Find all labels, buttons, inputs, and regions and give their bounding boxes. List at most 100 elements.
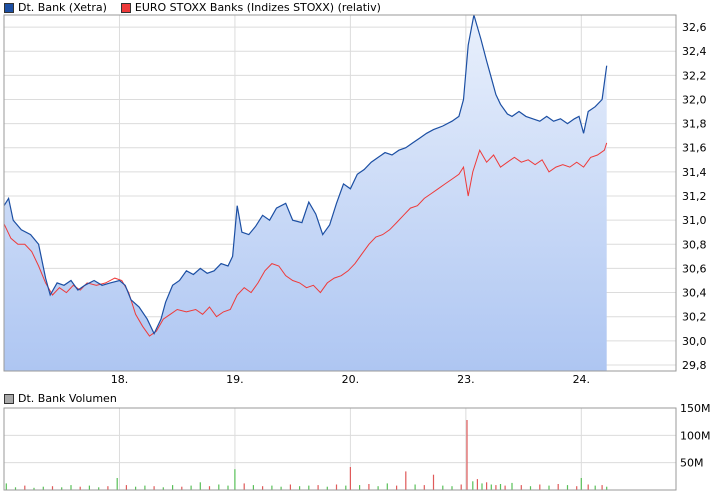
volume-bar [181,486,183,490]
y-tick-label: 30,6 [682,262,707,275]
volume-bar [539,484,541,490]
volume-bar [580,478,582,490]
plot-frame [3,14,677,372]
x-tick-label: 18. [111,373,129,386]
volume-bar [451,486,453,490]
volume-bar [135,486,137,490]
legend-label-volume: Dt. Bank Volumen [18,392,117,405]
volume-bar [587,484,589,490]
volume-bar [499,484,502,490]
volume-bar [51,486,54,490]
volume-bar [460,484,462,490]
volume-plot-background [4,408,676,490]
volume-bar [280,486,282,490]
volume-bar [432,474,435,490]
volume-bar [529,486,532,490]
legend-swatch-dt-bank [4,2,14,13]
legend-item-euro-stoxx-banks: EURO STOXX Banks (Indizes STOXX) (relati… [120,1,381,14]
legend-top: Dt. Bank (Xetra) EURO STOXX Banks (Indiz… [4,1,395,14]
volume-bar [504,485,506,490]
price-area [4,15,607,371]
y-tick-label: 29,8 [682,359,707,372]
volume-bar [252,485,254,490]
volume-bar [386,483,388,490]
volume-bar [308,485,310,490]
volume-bar [566,485,569,490]
y-tick-label: 32,6 [682,21,707,34]
legend-swatch-volume [4,393,14,404]
volume-bar [271,485,273,490]
volume-bar [162,487,164,490]
volume-bar [88,485,90,490]
volume-y-tick-label: 100M [680,429,711,442]
volume-y-tick-label: 150M [680,402,711,415]
volume-bar [601,485,603,490]
volume-plot-frame [3,407,677,491]
price-chart: 29,8 30,0 30,2 30,4 30,6 30,8 31,0 31,2 31,4 31,6… [3,14,707,386]
legend-item-volume: Dt. Bank Volumen [4,392,117,405]
volume-bar [79,486,81,490]
x-tick-label: 24. [573,373,591,386]
volume-bar [144,485,146,490]
volume-bar [208,486,211,490]
volume-bar [299,486,301,490]
volume-bar [495,485,497,490]
volume-bar [326,486,328,490]
volume-bar [481,483,483,490]
volume-bar [405,471,407,490]
volume-bar [423,485,425,490]
y-tick-label: 31,8 [682,118,707,131]
series-line-euro-stoxx-banks [3,142,608,337]
volume-bar [349,467,351,490]
volume-bar [368,484,370,490]
y-tick-label: 30,2 [682,311,707,324]
volume-bar [476,479,478,490]
volume-bar [116,478,118,490]
legend-bottom: Dt. Bank Volumen [4,392,131,405]
series-line-dt-bank [3,14,608,335]
volume-bar [466,420,468,490]
volume-bar [243,483,245,490]
volume-bar [396,485,398,490]
volume-bar [33,487,35,490]
volume-bar [125,485,127,490]
volume-bar [14,487,17,490]
volume-bar [42,486,44,490]
volume-bar [490,484,492,490]
volume-bar [359,485,361,490]
y-tick-label: 32,4 [682,45,707,58]
y-tick-label: 31,0 [682,214,707,227]
volume-bar [548,485,550,490]
y-tick-label: 30,0 [682,335,707,348]
y-tick-label: 31,2 [682,190,707,203]
legend-label-dt-bank: Dt. Bank (Xetra) [18,1,107,14]
volume-bar [98,487,100,490]
y-tick-label: 30,4 [682,287,707,300]
volume-bar [24,485,26,490]
volume-bar [486,482,488,490]
volume-bar [70,485,72,490]
y-tick-label: 30,8 [682,238,707,251]
volume-bar [234,469,236,490]
volume-bar [289,484,291,490]
volume-bar [190,485,192,490]
legend-label-euro-stoxx-banks: EURO STOXX Banks (Indizes STOXX) (relati… [134,1,381,14]
volume-bar [172,485,174,490]
y-tick-label: 32,0 [682,93,707,106]
volume-bar [594,485,596,490]
volume-bar [262,486,264,490]
volume-bar [414,484,416,490]
volume-bar [472,481,474,490]
volume-bar [218,484,220,490]
y-tick-label: 32,2 [682,69,707,82]
volume-bar [606,486,608,490]
x-tick-label: 23. [457,373,475,386]
volume-bar [5,483,7,490]
volume-bar [377,486,379,490]
volume-bar [227,485,229,490]
volume-chart: 50M 100M 150M [3,402,711,491]
volume-bar [107,486,109,490]
volume-bar [345,485,347,490]
volume-bar [511,482,513,490]
